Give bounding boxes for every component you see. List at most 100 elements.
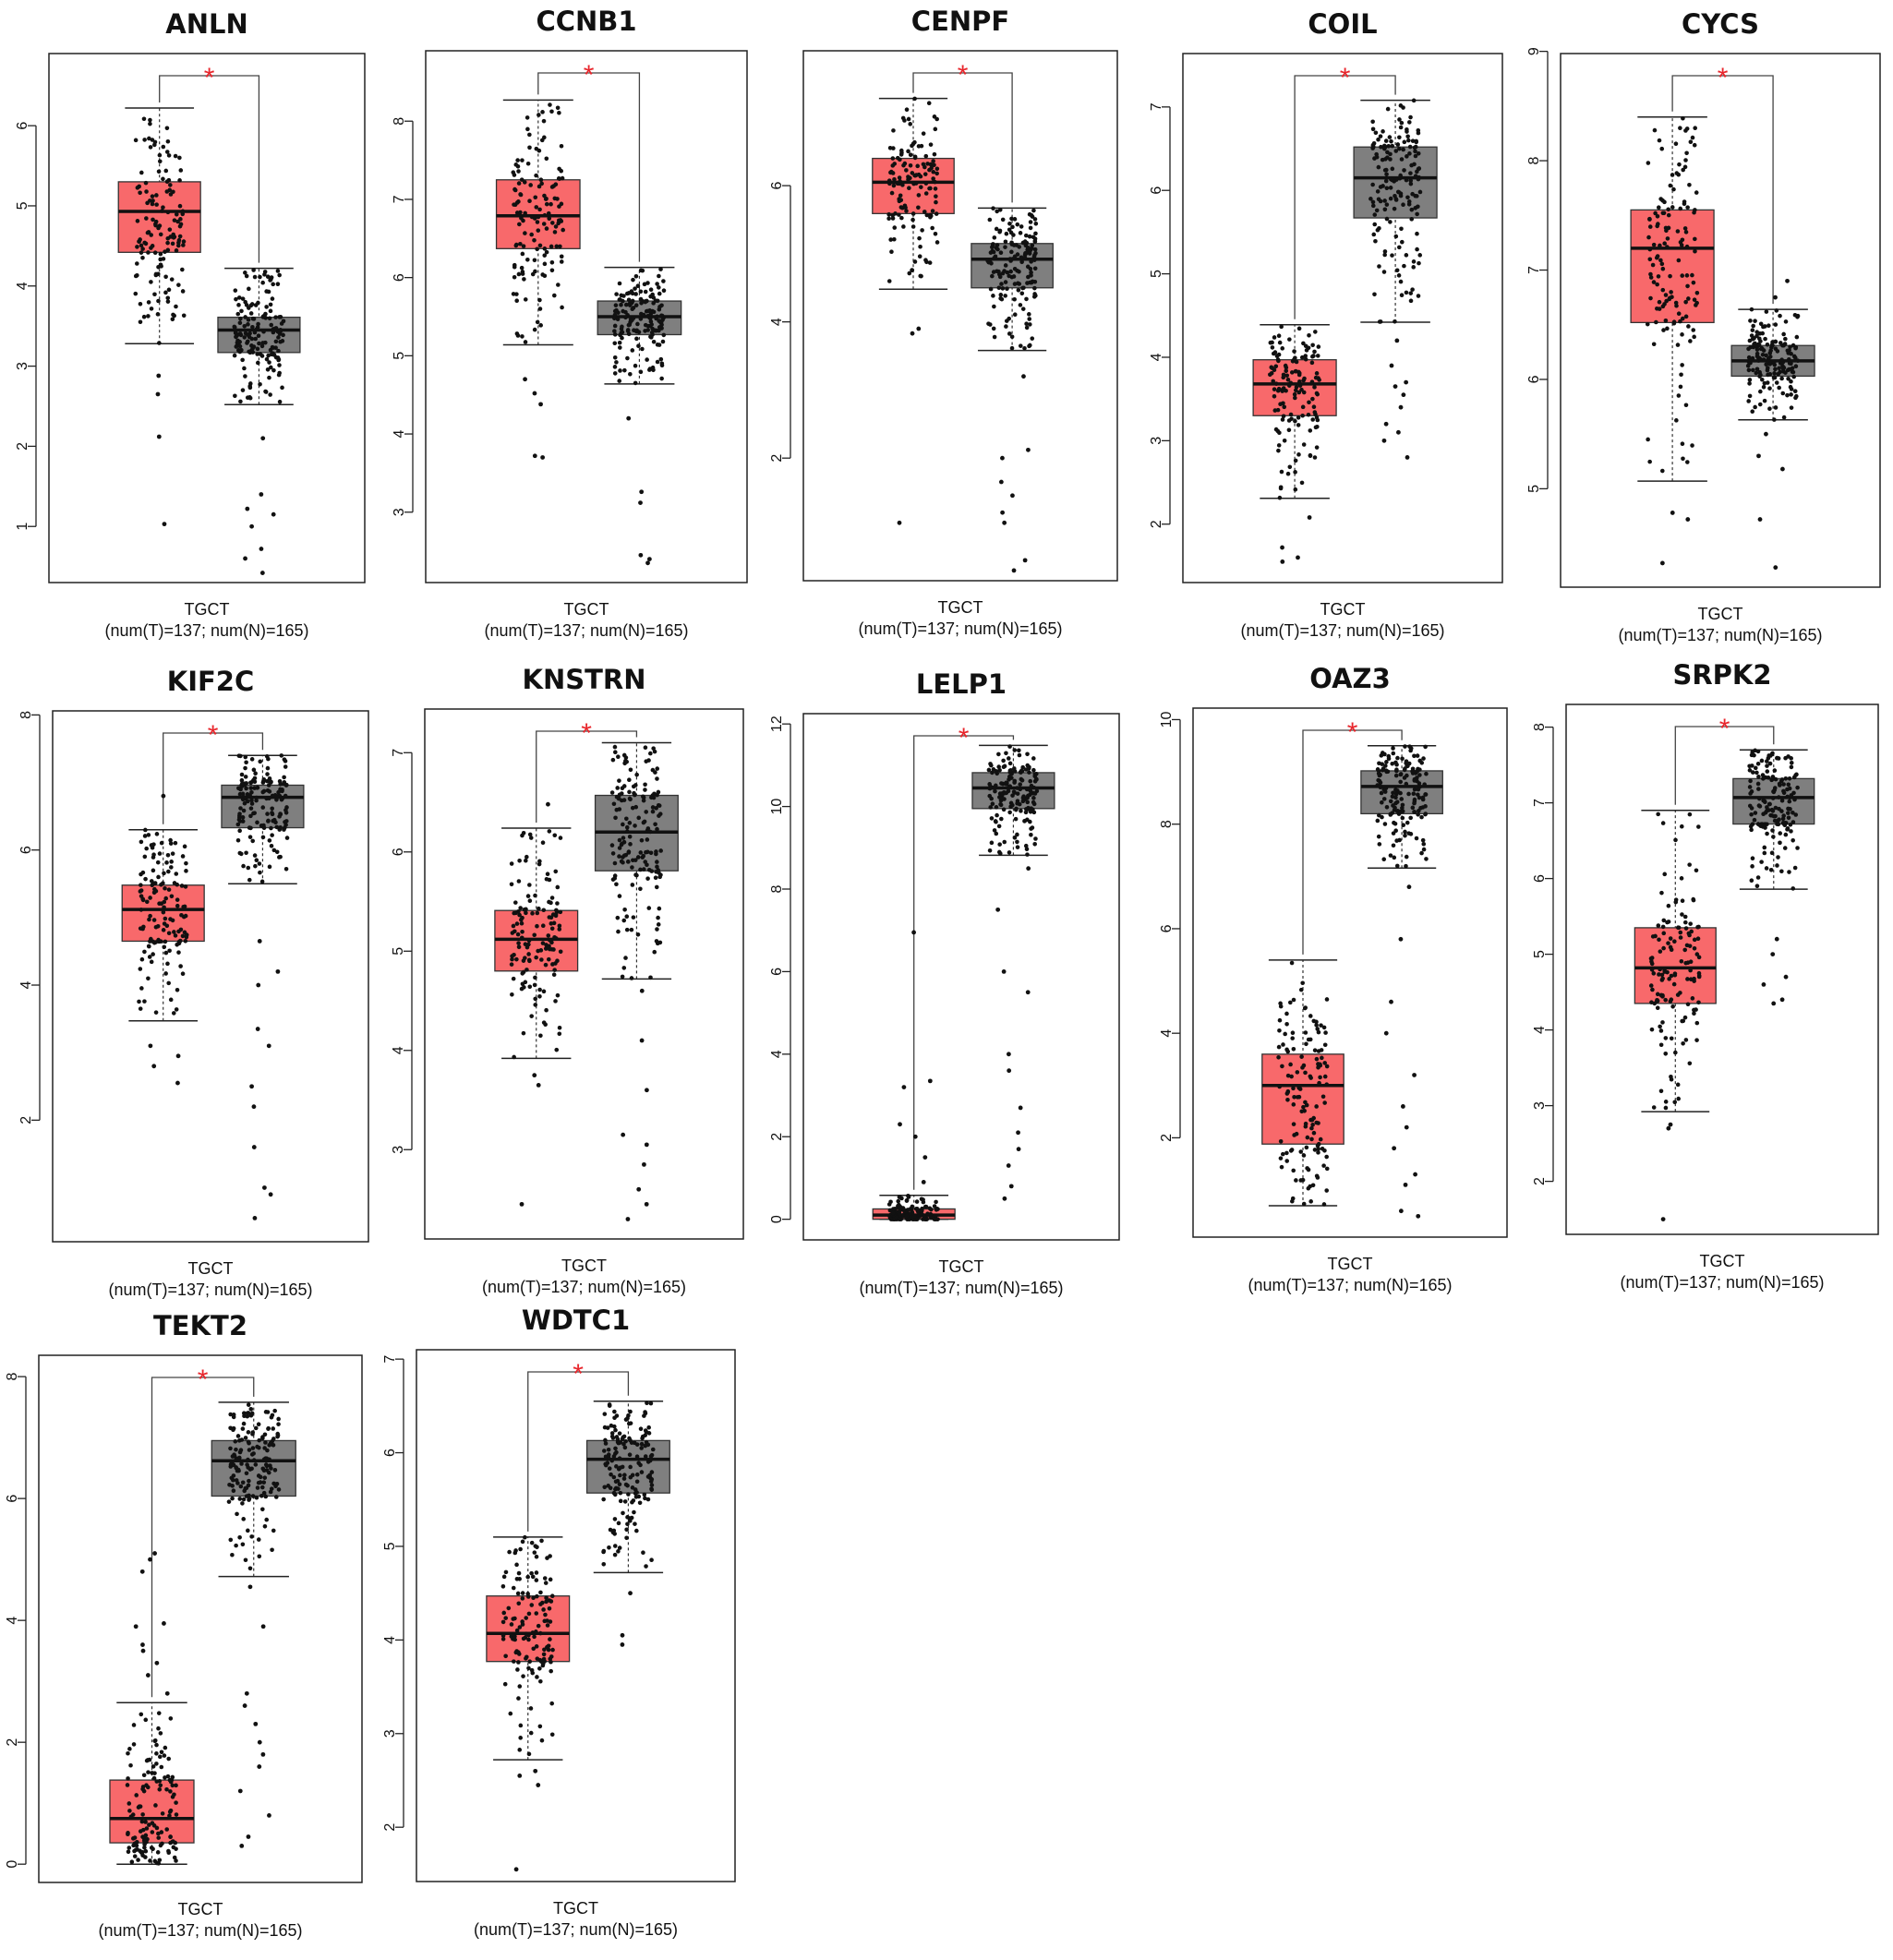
sample-point (140, 255, 145, 260)
sample-point (240, 1542, 246, 1547)
sample-point (247, 835, 253, 839)
sample-point (1770, 751, 1775, 756)
sample-point (1378, 319, 1383, 324)
sample-point (252, 274, 258, 280)
sample-point (157, 851, 163, 856)
sample-point (1377, 812, 1381, 818)
x-axis-label: TGCT (185, 600, 230, 619)
sample-point (996, 752, 1001, 757)
sample-point (1284, 1150, 1289, 1156)
sample-point (904, 107, 910, 113)
sample-point (654, 849, 658, 854)
sample-point (1767, 386, 1772, 391)
sample-point (1762, 380, 1767, 386)
sample-point (650, 767, 656, 773)
sample-point (1315, 424, 1320, 429)
sample-point (237, 1497, 243, 1501)
sample-point (1661, 918, 1667, 923)
sample-point (987, 793, 993, 799)
sample-point (1403, 833, 1407, 838)
sample-point (921, 131, 926, 136)
y-tick-label: 6 (18, 846, 34, 854)
sample-point (1678, 126, 1682, 131)
sample-point (1278, 485, 1284, 490)
outlier-point (1785, 278, 1790, 283)
sample-point (1793, 344, 1799, 350)
sample-point (157, 341, 162, 345)
sample-point (247, 286, 251, 292)
x-axis-sublabel: (num(T)=137; num(N)=165) (1618, 626, 1822, 644)
tumor-box (109, 1551, 195, 1866)
sample-point (263, 390, 269, 394)
sample-point (138, 237, 142, 242)
sample-point (556, 283, 561, 287)
x-axis-sublabel: (num(T)=137; num(N)=165) (1240, 621, 1444, 640)
y-tick-label: 2 (18, 1116, 34, 1124)
sample-point (267, 838, 272, 843)
sample-point (629, 976, 634, 980)
sample-point (241, 808, 247, 813)
sample-point (1310, 1123, 1315, 1127)
sample-point (1398, 103, 1404, 108)
sample-point (283, 793, 288, 799)
y-tick-label: 12 (769, 715, 785, 732)
sample-point (180, 854, 186, 859)
sample-point (255, 1485, 260, 1490)
sample-point (519, 265, 524, 271)
sample-point (1651, 342, 1657, 347)
outlier-point (145, 1673, 151, 1677)
sample-point (1666, 225, 1671, 231)
sample-point (248, 381, 253, 386)
sample-point (521, 244, 526, 248)
sample-point (633, 273, 639, 279)
sample-point (661, 332, 667, 338)
sample-point (534, 1644, 539, 1649)
sample-point (174, 304, 178, 309)
sample-point (1271, 351, 1276, 356)
sample-point (1304, 1102, 1309, 1108)
sample-point (550, 912, 556, 917)
sample-points (986, 744, 1040, 1201)
significance-star: * (1340, 63, 1351, 93)
outlier-point (1389, 999, 1393, 1004)
outlier-point (1394, 338, 1400, 343)
outlier-point (257, 1739, 262, 1745)
outlier-point (1396, 429, 1401, 435)
sample-point (612, 744, 618, 750)
sample-point (629, 927, 634, 932)
sample-point (614, 807, 620, 812)
sample-point (1295, 1070, 1300, 1075)
sample-point (1031, 234, 1036, 240)
sample-point (1286, 383, 1292, 388)
sample-point (1772, 768, 1778, 773)
sample-point (1647, 459, 1652, 464)
outlier-point (161, 793, 166, 799)
outlier-point (260, 1751, 266, 1757)
sample-point (1324, 1166, 1330, 1172)
sample-point (889, 249, 894, 254)
sample-point (522, 985, 526, 990)
sample-point (627, 789, 632, 795)
sample-point (1679, 958, 1684, 964)
sample-point (1671, 186, 1676, 192)
sample-point (1781, 343, 1786, 348)
sample-point (1015, 222, 1020, 227)
sample-point (1279, 1164, 1284, 1170)
sample-point (995, 247, 1000, 252)
sample-point (1032, 247, 1038, 252)
sample-points (886, 96, 940, 525)
sample-point (1299, 355, 1305, 360)
sample-point (153, 219, 159, 224)
sample-point (635, 855, 641, 860)
y-tick-label: 6 (1159, 924, 1175, 932)
sample-point (528, 836, 534, 840)
sample-point (1669, 973, 1674, 979)
sample-point (992, 304, 996, 309)
y-tick-label: 0 (769, 1215, 785, 1223)
sample-point (1795, 358, 1801, 363)
sample-point (927, 186, 932, 191)
sample-point (620, 324, 624, 330)
sample-point (244, 273, 249, 279)
sample-point (165, 247, 171, 253)
